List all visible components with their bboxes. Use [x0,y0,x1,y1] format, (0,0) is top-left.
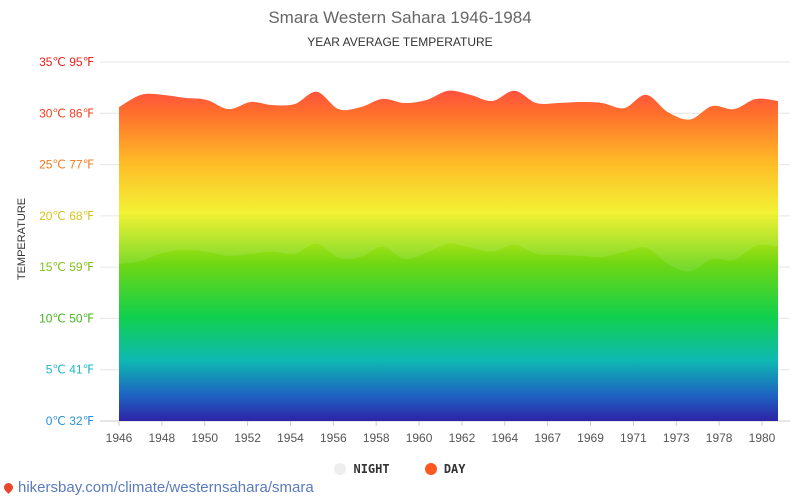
night-series-area[interactable] [119,243,778,421]
y-tick-label: 0℃ 32℉ [46,414,94,428]
x-tick-label: 1973 [663,431,690,445]
chart-subtitle: YEAR AVERAGE TEMPERATURE [307,35,493,49]
x-tick-label: 1954 [277,431,304,445]
y-axis-ticks: 0℃ 32℉ 5℃ 41℉ 10℃ 50℉ 15℃ 59℉ 20℃ 68℉ 25℃ 77℉… [39,55,94,428]
x-tick-label: 1962 [449,431,476,445]
y-tick-label: 20℃ 68℉ [39,209,94,223]
x-tick-label: 1952 [234,431,261,445]
y-tick-label: 35℃ 95℉ [39,55,94,69]
y-tick-label: 5℃ 41℉ [46,363,94,377]
legend-day-label: DAY [443,462,466,476]
x-tick-label: 1967 [534,431,561,445]
legend-night-label: NIGHT [353,462,390,476]
x-tick-label: 1964 [491,431,518,445]
x-tick-label: 1958 [363,431,390,445]
x-tick-label: 1946 [106,431,133,445]
source-link-text: hikersbay.com/climate/westernsahara/smar… [18,479,314,496]
x-axis-ticks: 1946 1948 1950 1952 1954 1956 1958 1960 1962 1964… [106,421,776,445]
source-link[interactable]: hikersbay.com/climate/westernsahara/smar… [2,479,314,496]
chart-title: Smara Western Sahara 1946-1984 [268,8,532,27]
y-tick-label: 15℃ 59℉ [39,260,94,274]
legend: NIGHT DAY [0,462,800,478]
y-tick-label: 10℃ 50℉ [39,311,94,325]
legend-day-swatch [424,463,437,475]
legend-item-day[interactable]: DAY [424,462,466,476]
x-tick-label: 1960 [406,431,433,445]
legend-item-night[interactable]: NIGHT [334,462,390,476]
x-tick-label: 1948 [149,431,176,445]
x-tick-label: 1969 [577,431,604,445]
x-tick-label: 1971 [620,431,647,445]
legend-night-swatch [334,463,347,475]
x-tick-label: 1950 [191,431,218,445]
location-pin-icon [2,481,15,494]
x-tick-label: 1978 [706,431,733,445]
y-tick-label: 30℃ 86℉ [39,106,94,120]
y-tick-label: 25℃ 77℉ [39,158,94,172]
x-tick-label: 1956 [320,431,347,445]
temperature-chart: 0℃ 32℉ 5℃ 41℉ 10℃ 50℉ 15℃ 59℉ 20℃ 68℉ 25℃ 77℉… [39,55,790,445]
x-tick-label: 1980 [749,431,776,445]
